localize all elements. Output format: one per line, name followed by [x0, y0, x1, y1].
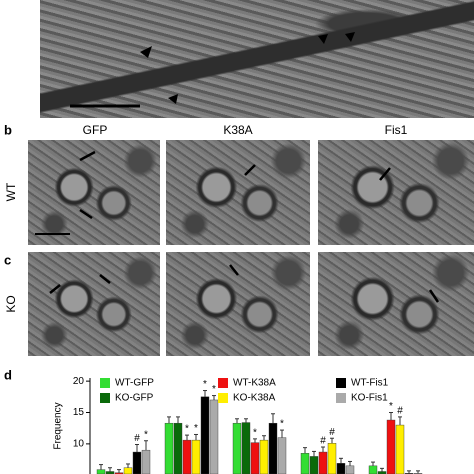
legend-swatch: [218, 378, 228, 388]
micrograph-overview: [40, 0, 474, 118]
column-header: Fis1: [385, 123, 408, 137]
y-tick-label: 10: [73, 439, 85, 450]
panel-label: d: [4, 367, 12, 382]
bar: [336, 463, 346, 474]
legend-swatch: [336, 393, 346, 403]
legend-label: WT-Fis1: [351, 378, 389, 389]
bar: [173, 422, 183, 474]
legend-label: WT-K38A: [233, 378, 276, 389]
significance-marker: #: [329, 427, 335, 438]
significance-marker: *: [144, 429, 148, 440]
column-header: K38A: [223, 123, 252, 137]
bar: [259, 439, 269, 474]
y-axis-label: Frequency: [53, 402, 64, 449]
legend-swatch: [100, 393, 110, 403]
significance-marker: #: [134, 433, 140, 444]
legend-swatch: [218, 393, 228, 403]
bar: [182, 439, 192, 474]
arrows: [49, 150, 440, 303]
significance-marker: *: [194, 423, 198, 434]
row-header: WT: [4, 182, 18, 201]
bar: [132, 451, 142, 474]
legend-swatch: [100, 378, 110, 388]
bar: [200, 396, 210, 474]
micrograph: [318, 252, 474, 356]
bar: [277, 437, 287, 474]
bar: [395, 424, 405, 474]
micrograph: [28, 140, 160, 245]
bar: [268, 422, 278, 474]
micrograph: [166, 252, 310, 356]
bar: [191, 439, 201, 474]
significance-marker: *: [212, 384, 216, 395]
micrograph: [166, 140, 310, 245]
bar: [141, 449, 151, 474]
micrograph: [28, 252, 160, 356]
bar: [96, 469, 106, 474]
legend-label: KO-GFP: [115, 393, 154, 404]
y-tick-label: 20: [73, 376, 85, 387]
y-tick-label: 15: [73, 407, 85, 418]
legend-swatch: [336, 378, 346, 388]
bar: [309, 456, 319, 474]
significance-marker: *: [280, 419, 284, 430]
significance-marker: #: [320, 436, 326, 447]
significance-marker: #: [397, 406, 403, 417]
row-header: KO: [4, 295, 18, 312]
arrowheads: [140, 32, 355, 104]
bar: [368, 465, 378, 474]
bar: [327, 443, 337, 474]
panel-label: b: [4, 122, 12, 137]
bar: [345, 465, 355, 474]
legend-label: KO-Fis1: [351, 393, 388, 404]
bar: [386, 419, 396, 474]
bar: [300, 453, 310, 474]
significance-marker: *: [185, 424, 189, 435]
bar: [318, 451, 328, 474]
legend-label: WT-GFP: [115, 378, 154, 389]
bar: [123, 467, 133, 474]
micrograph: [318, 140, 474, 245]
bar: [241, 422, 251, 474]
bar: [250, 442, 260, 474]
panel-label: c: [4, 252, 11, 267]
legend-label: KO-K38A: [233, 393, 276, 404]
significance-marker: *: [203, 379, 207, 390]
column-header: GFP: [83, 123, 108, 137]
significance-marker: *: [253, 428, 257, 439]
bar: [209, 399, 219, 474]
bar: [164, 422, 174, 474]
bar: [232, 422, 242, 474]
significance-marker: *: [389, 401, 393, 412]
